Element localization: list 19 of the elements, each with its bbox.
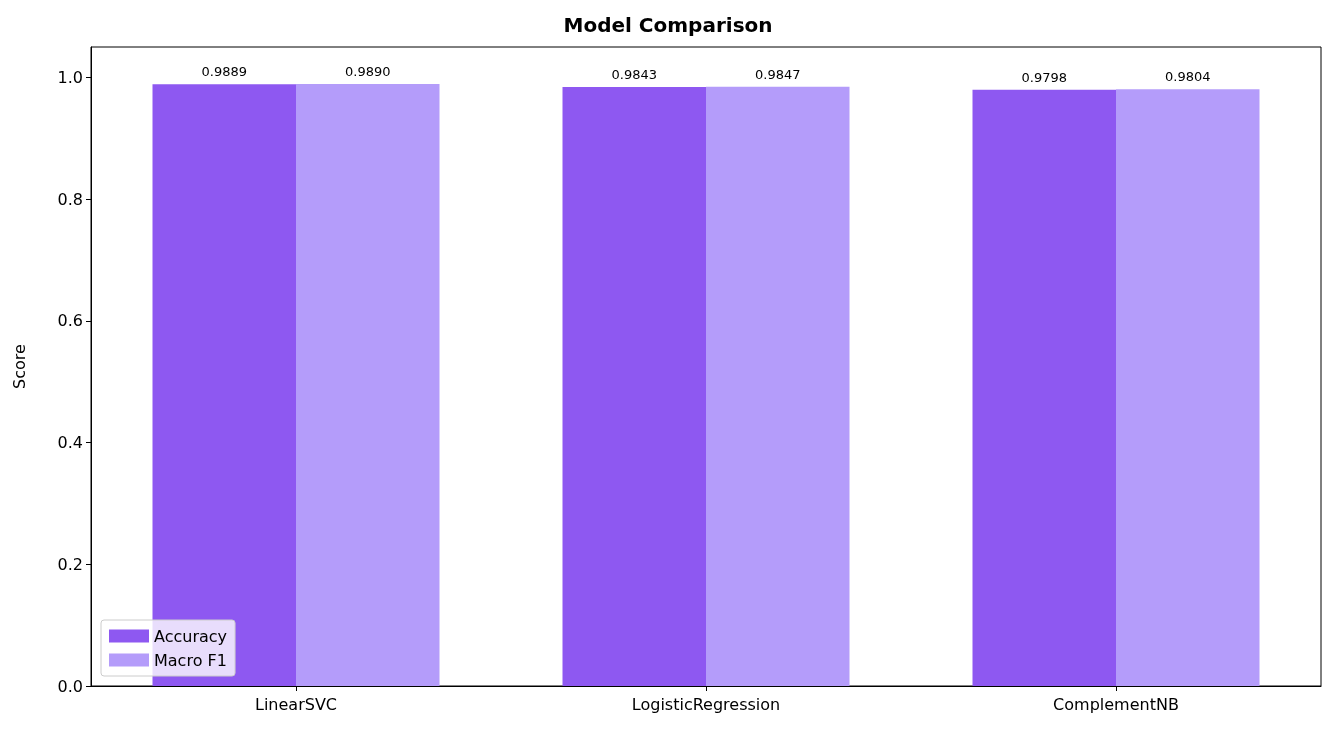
data-label: 0.9889 [201, 64, 247, 80]
x-tick-label: ComplementNB [1053, 694, 1179, 714]
y-tick-label: 0.6 [57, 311, 83, 331]
y-tick-label: 0.2 [57, 554, 83, 574]
x-tick-label: LogisticRegression [631, 694, 781, 714]
y-tick-label: 0.8 [57, 189, 83, 209]
chart-title: Model Comparison [563, 13, 773, 37]
legend-label: Accuracy [154, 626, 228, 646]
y-axis-title: Score [9, 344, 29, 389]
data-label: 0.9890 [345, 64, 391, 80]
y-tick-label: 1.0 [57, 67, 83, 87]
x-tick-label: LinearSVC [255, 694, 337, 714]
data-label: 0.9798 [1021, 69, 1067, 85]
data-label: 0.9843 [611, 66, 657, 82]
legend-label: Macro F1 [154, 650, 227, 670]
y-tick-label: 0.0 [57, 676, 83, 696]
data-label: 0.9804 [1165, 69, 1211, 85]
data-label: 0.9847 [755, 66, 801, 82]
y-tick-label: 0.4 [57, 433, 83, 453]
